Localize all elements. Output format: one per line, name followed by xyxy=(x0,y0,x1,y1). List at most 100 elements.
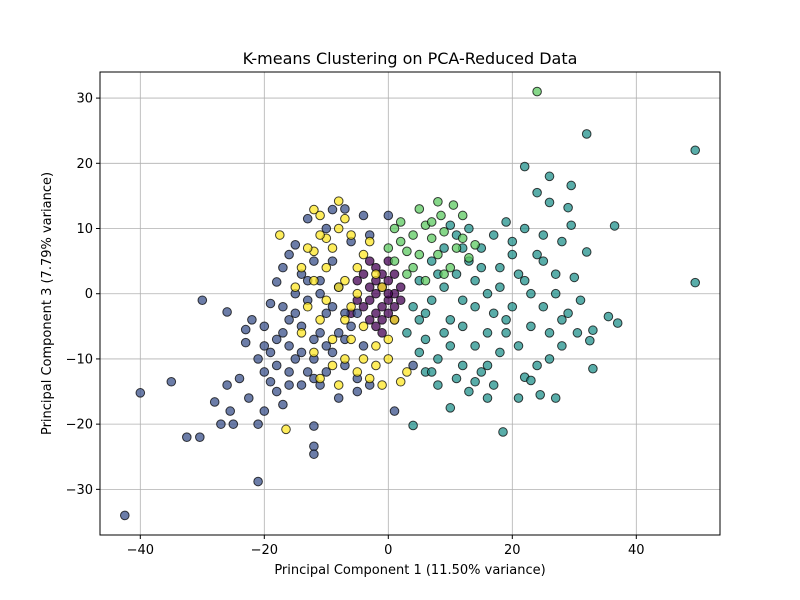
cluster-4-point xyxy=(315,373,325,384)
cluster-1-point xyxy=(253,354,263,364)
cluster-2-point xyxy=(526,321,536,332)
cluster-2-point xyxy=(544,328,555,338)
cluster-2-point xyxy=(581,247,592,257)
cluster-2-point xyxy=(563,202,573,213)
cluster-2-point xyxy=(457,360,468,371)
cluster-3-point xyxy=(426,217,437,227)
cluster-4-point xyxy=(302,243,313,253)
cluster-4-point xyxy=(364,373,375,384)
cluster-4-point xyxy=(346,230,356,240)
chart-title: K-means Clustering on PCA-Reduced Data xyxy=(243,49,578,68)
x-tick-label: 0 xyxy=(384,543,392,558)
cluster-2-point xyxy=(470,275,480,286)
cluster-2-point xyxy=(439,243,449,253)
cluster-0-point xyxy=(377,315,387,325)
cluster-2-point xyxy=(501,217,511,227)
cluster-2-point xyxy=(445,403,456,413)
cluster-2-point xyxy=(464,386,474,397)
cluster-2-point xyxy=(550,288,561,299)
cluster-0-point xyxy=(383,275,394,286)
cluster-1-point xyxy=(253,419,263,429)
cluster-3-point xyxy=(445,262,456,273)
y-tick-label: 10 xyxy=(76,222,93,237)
cluster-2-point xyxy=(457,321,468,332)
cluster-1-point xyxy=(278,328,288,338)
cluster-2-point xyxy=(507,236,518,247)
cluster-3-point xyxy=(439,269,449,279)
cluster-2-point xyxy=(612,318,623,328)
cluster-4-point xyxy=(290,282,301,292)
cluster-3-point xyxy=(433,249,443,260)
cluster-2-point xyxy=(544,354,555,364)
cluster-2-point xyxy=(488,230,499,240)
cluster-1-point xyxy=(182,432,192,442)
cluster-1-point xyxy=(340,204,350,214)
cluster-4-point xyxy=(309,204,319,215)
cluster-2-point xyxy=(451,269,462,279)
cluster-2-point xyxy=(445,220,456,231)
cluster-2-point xyxy=(426,295,437,306)
cluster-1-point xyxy=(309,449,319,459)
cluster-1-point xyxy=(296,347,307,358)
cluster-1-point xyxy=(333,393,344,403)
cluster-4-point xyxy=(296,328,307,338)
cluster-2-point xyxy=(538,230,549,240)
cluster-1-point xyxy=(278,399,288,410)
cluster-1-point xyxy=(135,388,146,398)
cluster-2-point xyxy=(470,376,480,387)
cluster-3-point xyxy=(532,86,542,97)
cluster-4-point xyxy=(302,301,313,312)
cluster-1-point xyxy=(284,367,294,377)
cluster-4-point xyxy=(275,230,285,240)
cluster-4-point xyxy=(346,301,356,312)
cluster-1-point xyxy=(265,347,276,358)
cluster-3-point xyxy=(457,210,468,221)
cluster-2-point xyxy=(464,223,474,234)
cluster-2-point xyxy=(532,187,542,198)
cluster-2-point xyxy=(426,256,437,266)
cluster-2-point xyxy=(563,308,573,319)
cluster-1-point xyxy=(244,393,254,403)
cluster-0-point xyxy=(358,301,369,312)
cluster-1-point xyxy=(358,341,369,351)
x-tick-label: −20 xyxy=(251,543,278,558)
cluster-1-point xyxy=(259,321,270,332)
cluster-1-point xyxy=(234,373,245,384)
cluster-0-point xyxy=(383,288,394,299)
axis-ticks: −40 −20 0 20 40 −30 −20 −10 0 10 20 30 xyxy=(66,92,645,558)
cluster-1-point xyxy=(259,341,270,351)
cluster-1-point xyxy=(302,367,313,377)
cluster-3-point xyxy=(457,233,468,244)
cluster-0-point xyxy=(377,301,387,312)
cluster-2-point xyxy=(457,295,468,306)
cluster-4-point xyxy=(352,262,363,273)
cluster-1-point xyxy=(278,301,288,312)
cluster-2-point xyxy=(557,341,567,351)
y-tick-label: −20 xyxy=(66,418,93,433)
cluster-4-point xyxy=(340,315,350,325)
cluster-2-point xyxy=(482,360,493,371)
cluster-2-point xyxy=(482,393,493,403)
cluster-4-point xyxy=(364,236,375,247)
cluster-4-point xyxy=(321,262,332,273)
cluster-4-point xyxy=(371,269,381,279)
cluster-3-point xyxy=(395,217,406,227)
cluster-3-point xyxy=(414,204,425,214)
cluster-1-point xyxy=(240,337,251,348)
cluster-4-point xyxy=(371,360,381,371)
cluster-4-point xyxy=(327,243,338,253)
cluster-0-point xyxy=(395,295,406,306)
cluster-2-point xyxy=(557,315,567,325)
cluster-2-point xyxy=(495,282,505,292)
cluster-4-point xyxy=(371,341,381,351)
cluster-2-point xyxy=(557,236,567,247)
cluster-2-point xyxy=(588,325,598,336)
cluster-1-point xyxy=(383,210,394,221)
cluster-0-point xyxy=(389,301,400,312)
cluster-2-point xyxy=(426,367,437,377)
cluster-1-point xyxy=(195,432,205,442)
cluster-2-point xyxy=(513,393,524,403)
cluster-1-point xyxy=(247,315,257,325)
cluster-3-point xyxy=(470,240,480,250)
cluster-3-point xyxy=(408,262,418,273)
